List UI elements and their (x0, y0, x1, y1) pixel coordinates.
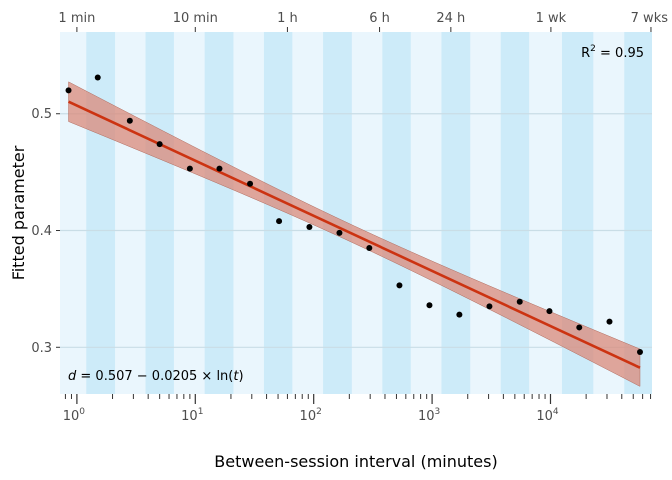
axes: 0.3 0.4 0.5 100 101 102 103 104 1 min 10 min 1 h 6 … (31, 11, 668, 424)
top-tick-label-1: 1 min (58, 11, 95, 26)
data-point-13 (426, 302, 433, 309)
interval-band-1 (86, 32, 116, 394)
data-point-20 (636, 348, 643, 355)
interval-band-5 (323, 32, 352, 394)
x-tick-label-5: 104 (536, 407, 559, 424)
x-tick-label-2: 101 (181, 407, 203, 424)
x-tick-label-1: 100 (63, 407, 86, 424)
y-tick-label-3: 0.5 (31, 107, 52, 122)
data-point-10 (336, 229, 343, 236)
data-point-9 (306, 224, 313, 231)
interval-band-8 (500, 32, 530, 394)
x-tick-label-3: 102 (300, 407, 322, 424)
y-tick-label-1: 0.3 (31, 341, 52, 356)
data-point-4 (156, 141, 163, 148)
top-tick-label-7: 7 wks (631, 11, 669, 26)
top-tick-label-6: 1 wk (536, 11, 567, 26)
data-point-7 (247, 180, 254, 187)
data-point-8 (276, 218, 283, 225)
data-point-1 (65, 87, 72, 94)
data-point-2 (94, 74, 101, 81)
x-tick-label-4: 103 (418, 407, 440, 424)
top-tick-label-5: 24 h (436, 11, 465, 26)
fit-line-group (67, 100, 641, 369)
data-points (65, 74, 643, 355)
data-point-17 (546, 308, 553, 315)
data-point-18 (576, 324, 583, 331)
fit-equation-annotation: d = 0.507 − 0.0205 × ln(t) (68, 369, 244, 384)
data-point-11 (366, 245, 373, 252)
r-squared-annotation: R2 = 0.95 (581, 44, 644, 61)
interval-band-3 (204, 32, 234, 394)
fit-line (67, 100, 641, 369)
top-tick-label-3: 1 h (277, 11, 298, 26)
interval-band-2 (145, 32, 174, 394)
data-point-14 (456, 311, 463, 318)
data-point-19 (606, 318, 613, 325)
interval-band-7 (441, 32, 471, 394)
y-axis-title: Fitted parameter (9, 145, 28, 280)
data-point-6 (216, 165, 223, 172)
y-tick-label-2: 0.4 (31, 224, 52, 239)
top-tick-label-2: 10 min (173, 11, 218, 26)
data-point-3 (126, 117, 133, 124)
interval-band-10 (624, 32, 652, 394)
data-point-15 (486, 303, 493, 310)
interval-band-6 (382, 32, 411, 394)
data-point-12 (396, 282, 403, 289)
x-axis-title: Between-session interval (minutes) (214, 452, 497, 471)
top-tick-label-4: 6 h (369, 11, 390, 26)
data-point-16 (516, 298, 523, 305)
data-point-5 (186, 165, 193, 172)
